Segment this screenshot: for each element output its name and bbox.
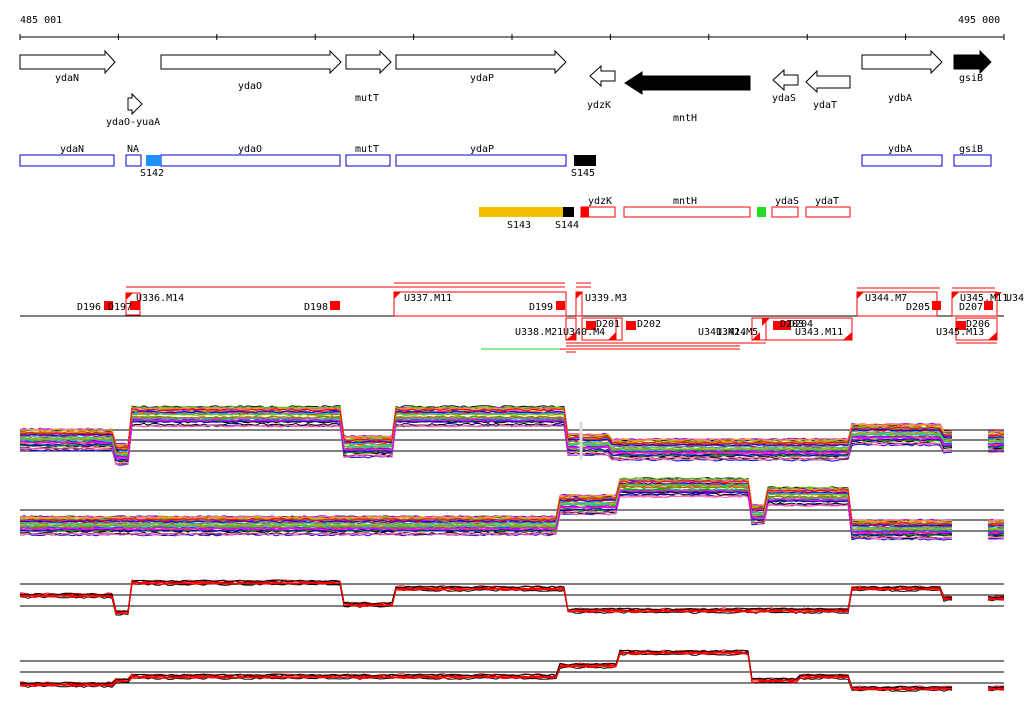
segment-s143[interactable] <box>479 207 563 217</box>
feature-label: U344.M7 <box>865 293 907 304</box>
segment-s145[interactable] <box>574 155 596 166</box>
segment-s142[interactable] <box>146 155 161 166</box>
feature-label: U338.M21 <box>515 327 563 338</box>
segment-track: S142 S145 S143 S144 <box>140 155 596 231</box>
feature-label: U345.M11 <box>960 293 1008 304</box>
track-label: ydaT <box>815 196 839 207</box>
feature-label: D196 <box>77 302 101 313</box>
gene-ydaO-yuaA[interactable]: ydaO-yuaA <box>106 92 160 128</box>
segment-s144[interactable] <box>563 207 574 217</box>
feature-label: D198 <box>304 302 328 313</box>
feature-label: U34 <box>1006 293 1024 304</box>
gene-label: mutT <box>355 93 379 104</box>
expression-panel-1 <box>19 405 1005 466</box>
feature-label: U342.M5 <box>716 327 758 338</box>
gene-ydaS[interactable]: ydaS <box>772 68 799 104</box>
gene-label: ydaS <box>772 93 796 104</box>
red-transcript-track: ydzK mntH ydaS ydaT <box>580 196 851 218</box>
feature-label: U343.M11 <box>795 327 843 338</box>
gene-ydaN[interactable]: ydaN <box>19 49 116 84</box>
gene-ydaP[interactable]: ydaP <box>395 49 567 84</box>
track-label: ydaN <box>60 144 84 155</box>
feature-track: D196 D197 U336.M14 D198 U337.M11 D199 U3… <box>20 282 1024 353</box>
feature-label: U339.M3 <box>585 293 627 304</box>
feature-label: D201 <box>596 319 620 330</box>
track-label: NA <box>127 144 139 155</box>
gene-label: ydaO-yuaA <box>106 117 160 128</box>
expression-panel-3 <box>19 579 1005 616</box>
segment-label: S142 <box>140 168 164 179</box>
gene-mntH[interactable]: mntH <box>624 71 751 124</box>
green-marker[interactable] <box>757 207 766 217</box>
expression-panel-2 <box>19 476 1005 541</box>
ruler-end-label: 495 000 <box>958 15 1000 26</box>
gene-mutT[interactable]: mutT <box>345 49 392 104</box>
feature-label: D202 <box>637 319 661 330</box>
gene-label: ydbA <box>888 93 912 104</box>
track-label: ydbA <box>888 144 912 155</box>
feature-label: U345.M13 <box>936 327 984 338</box>
gene-label: ydaN <box>55 73 79 84</box>
feature-label: D203 <box>780 319 804 330</box>
gene-label: ydaO <box>238 81 262 92</box>
gene-ydaO[interactable]: ydaO <box>160 49 342 92</box>
segment-label: S143 <box>507 220 531 231</box>
track-label: ydaP <box>470 144 494 155</box>
gene-annotation-track: ydaN ydaO mutT ydaP ydzK mntH ydaS ydaT <box>19 49 992 128</box>
gene-label: ydaP <box>470 73 494 84</box>
feature-label: D199 <box>529 302 553 313</box>
track-label: gsiB <box>959 144 983 155</box>
gene-label: mntH <box>673 113 697 124</box>
track-label: ydaO <box>238 144 262 155</box>
track-label: mntH <box>673 196 697 207</box>
feature-label: D206 <box>966 319 990 330</box>
feature-label: U336.M14 <box>136 293 184 304</box>
ruler-start-label: 485 001 <box>20 15 62 26</box>
gene-ydzK[interactable]: ydzK <box>587 64 616 111</box>
gene-label: ydaT <box>813 100 837 111</box>
expression-panel-4 <box>19 649 1005 692</box>
feature-label: D197 <box>108 302 132 313</box>
track-label: mutT <box>355 144 379 155</box>
gene-label: ydzK <box>587 100 611 111</box>
blue-transcript-track: ydaN NA ydaO mutT ydaP ydbA gsiB <box>19 144 992 167</box>
feature-label: U337.M11 <box>404 293 452 304</box>
track-label: ydaS <box>775 196 799 207</box>
feature-label: U340.M4 <box>563 327 605 338</box>
segment-label: S145 <box>571 168 595 179</box>
segment-label: S144 <box>555 220 579 231</box>
gene-ydaT[interactable]: ydaT <box>805 69 851 111</box>
feature-label: D204 <box>789 319 813 330</box>
track-label: ydzK <box>588 196 612 207</box>
gene-ydbA[interactable]: ydbA <box>861 49 943 104</box>
gene-label: gsiB <box>959 73 983 84</box>
feature-label: U341.M14 <box>698 327 746 338</box>
coordinate-ruler: 485 001 495 000 <box>19 15 1005 40</box>
feature-label: D207 <box>959 302 983 313</box>
feature-label: D205 <box>906 302 930 313</box>
gene-gsiB[interactable]: gsiB <box>953 49 992 84</box>
